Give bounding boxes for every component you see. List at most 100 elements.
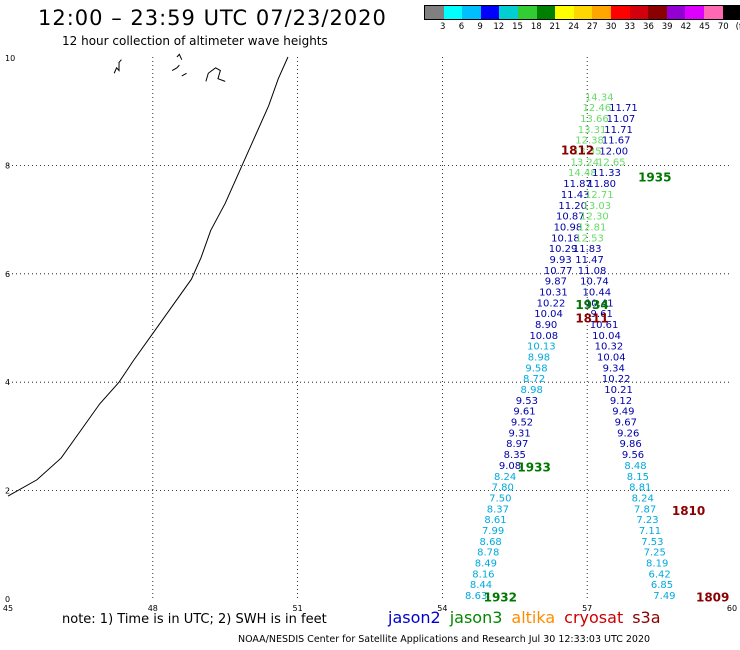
pass-time-label: 1935: [638, 171, 671, 185]
wave-height-label: 8.44: [470, 580, 492, 591]
colorbar-label: 15: [512, 22, 523, 32]
wave-height-label: 8.49: [475, 558, 497, 569]
wave-height-label: 9.12: [610, 396, 632, 407]
wave-height-label: 7.23: [636, 515, 658, 526]
x-tick-label: 54: [437, 604, 447, 613]
wave-height-label: 8.81: [629, 483, 651, 494]
island-outline: [205, 67, 226, 82]
colorbar-swatch: [499, 6, 518, 19]
colorbar-swatch: [592, 6, 611, 19]
wave-height-label: 11.71: [604, 125, 633, 136]
colorbar-label: 45: [699, 22, 710, 32]
wave-height-label: 12.38: [575, 136, 604, 147]
wave-height-label: 8.98: [528, 353, 550, 364]
colorbar-label: (ft): [735, 22, 740, 32]
colorbar-swatch: [555, 6, 574, 19]
wave-height-label: 10.61: [590, 320, 619, 331]
wave-height-label: 10.04: [592, 331, 621, 342]
wave-height-label: 8.61: [484, 515, 506, 526]
wave-height-label: 10.21: [604, 385, 633, 396]
wave-height-label: 14.48: [568, 168, 597, 179]
wave-height-label: 9.34: [603, 363, 625, 374]
colorbar-swatch: [610, 6, 630, 19]
wave-height-label: 10.31: [539, 287, 568, 298]
wave-height-label: 9.58: [525, 363, 547, 374]
colorbar-label: 18: [530, 22, 542, 32]
x-tick-label: 51: [293, 604, 303, 613]
wave-height-label: 8.63: [465, 591, 487, 602]
wave-height-label: 11.67: [602, 136, 631, 147]
wave-height-label: 9.86: [620, 439, 642, 450]
colorbar-label: 27: [586, 22, 598, 32]
colorbar-swatch: [629, 6, 649, 19]
pass-time-label: 1811: [575, 312, 608, 326]
wave-height-label: 12.81: [578, 222, 607, 233]
y-tick-label: 4: [5, 378, 10, 387]
y-tick-label: 2: [5, 487, 10, 496]
wave-height-label: 7.53: [641, 537, 663, 548]
wave-height-label: 8.97: [506, 439, 528, 450]
wave-height-label: 11.07: [607, 114, 636, 125]
colorbar: [424, 5, 740, 20]
colorbar-swatch: [517, 6, 537, 19]
colorbar-swatch: [666, 6, 686, 19]
wave-height-label: 6.42: [648, 569, 670, 580]
wave-height-label: 10.29: [549, 244, 578, 255]
colorbar-label: 70: [717, 22, 729, 32]
wave-height-label: 9.67: [615, 418, 637, 429]
island-outline: [113, 59, 122, 74]
wave-height-label: 6.85: [651, 580, 673, 591]
pass-time-label: 1809: [696, 591, 729, 605]
map-grid: [8, 57, 732, 599]
wave-height-label: 8.15: [627, 472, 649, 483]
pass-time-label: 1932: [484, 591, 517, 605]
colorbar-label: 21: [549, 22, 561, 32]
wave-height-label: 8.19: [646, 558, 668, 569]
y-tick-label: 6: [5, 270, 10, 279]
colorbar-swatch: [462, 6, 481, 19]
wave-height-label: 10.22: [537, 298, 566, 309]
wave-height-label: 8.48: [624, 461, 646, 472]
wave-height-label: 9.61: [513, 407, 535, 418]
wave-height-label: 11.43: [561, 190, 590, 201]
wave-height-label: 10.74: [580, 277, 609, 288]
y-tick-label: 10: [5, 54, 15, 63]
wave-height-label: 10.87: [556, 212, 585, 223]
colorbar-label: 33: [624, 22, 636, 32]
y-tick-label: 0: [5, 595, 10, 604]
wave-height-label: 8.72: [523, 374, 545, 385]
colorbar-swatch: [480, 6, 500, 19]
wave-height-label: 11.71: [609, 103, 638, 114]
colorbar-label: 6: [458, 22, 465, 32]
wave-height-label: 10.41: [585, 298, 614, 309]
wave-height-label: 8.98: [521, 385, 543, 396]
wave-height-label: 10.22: [602, 374, 631, 385]
wave-height-label: 9.49: [612, 407, 634, 418]
wave-height-label: 8.90: [535, 320, 557, 331]
wave-height-label: 9.08: [499, 461, 521, 472]
axis-ticks: 45 48 51 54 57 60 0 2 4 6 8 10: [3, 54, 737, 613]
wave-height-label: 12.53: [575, 233, 604, 244]
wave-height-label: 8.16: [472, 569, 494, 580]
wave-height-label: 10.77: [544, 266, 573, 277]
altimeter-tracks: 8.638.448.168.498.788.687.998.618.377.50…: [465, 92, 676, 602]
colorbar-swatch: [703, 6, 723, 19]
wave-height-label: 13.66: [580, 114, 609, 125]
island-outline: [171, 64, 180, 71]
wave-height-label: 13.24: [570, 157, 599, 168]
satellite-name-s3a: s3a: [632, 608, 661, 627]
wave-height-label: 10.44: [583, 287, 612, 298]
wave-height-label: 11.20: [558, 201, 587, 212]
wave-height-label: 10.04: [597, 353, 626, 364]
colorbar-label: 39: [661, 22, 673, 32]
coastline-path: [7, 56, 289, 497]
wave-height-label: 12.00: [599, 147, 628, 158]
wave-height-label: 8.35: [504, 450, 526, 461]
pass-time-label: 1810: [672, 504, 705, 518]
wave-height-label: 11.83: [573, 244, 602, 255]
satellite-name-jason3: jason3: [449, 608, 503, 627]
wave-height-label: 10.98: [554, 222, 583, 233]
wave-height-label: 9.93: [550, 255, 572, 266]
